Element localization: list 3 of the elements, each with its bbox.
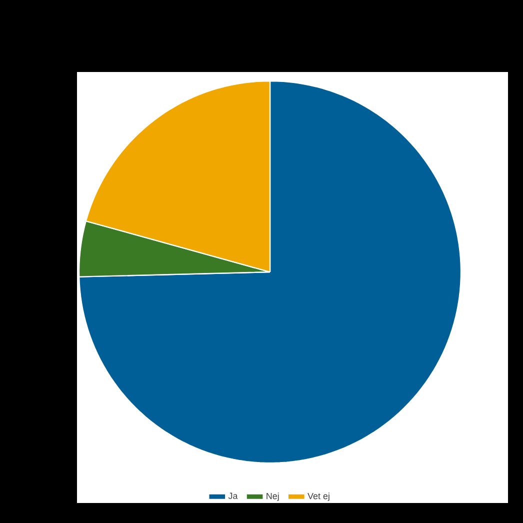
legend-label: Nej xyxy=(266,492,279,501)
legend-label: Ja xyxy=(228,492,238,500)
legend-label: Vet ej xyxy=(308,492,330,501)
